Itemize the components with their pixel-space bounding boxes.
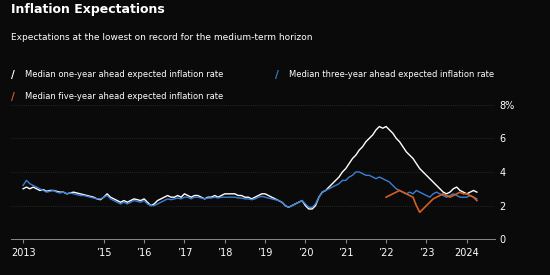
Text: Median one-year ahead expected inflation rate: Median one-year ahead expected inflation… (25, 70, 223, 79)
Text: Inflation Expectations: Inflation Expectations (11, 3, 165, 16)
Text: Median five-year ahead expected inflation rate: Median five-year ahead expected inflatio… (25, 92, 223, 101)
Text: Expectations at the lowest on record for the medium-term horizon: Expectations at the lowest on record for… (11, 33, 312, 42)
Text: /: / (11, 70, 15, 80)
Text: /: / (11, 92, 15, 102)
Text: /: / (275, 70, 279, 80)
Text: Median three-year ahead expected inflation rate: Median three-year ahead expected inflati… (289, 70, 494, 79)
